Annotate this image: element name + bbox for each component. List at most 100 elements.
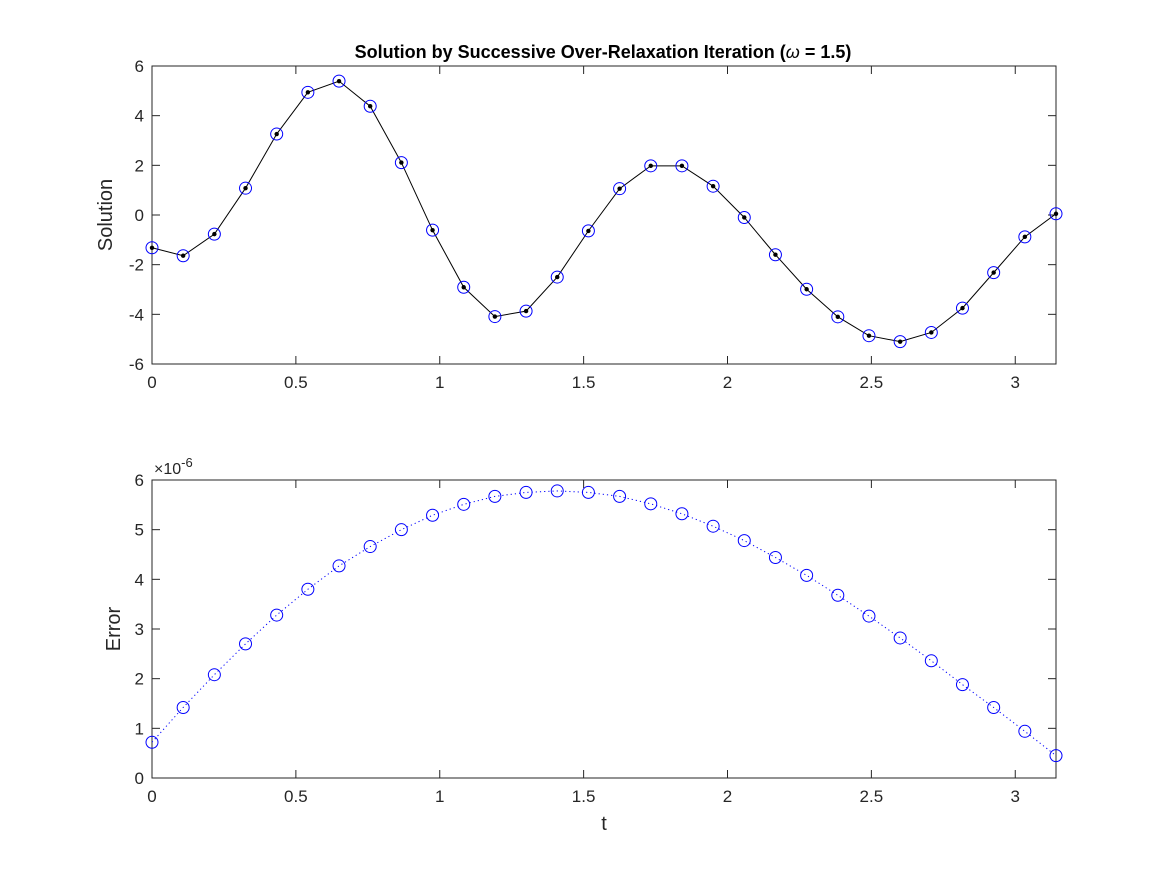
y-tick-label: 0 xyxy=(135,206,144,225)
y-tick-label: -4 xyxy=(129,305,144,324)
solution-circle-marker xyxy=(581,224,595,238)
error-circle-marker xyxy=(301,582,315,596)
solution-circle-marker xyxy=(426,223,440,237)
solution-circle-marker xyxy=(301,85,315,99)
solution-circle-marker xyxy=(519,304,533,318)
solution-line xyxy=(152,80,1056,343)
y-exponent-power: -6 xyxy=(181,455,193,470)
solution-circle-marker xyxy=(457,280,471,294)
y-tick-label: 6 xyxy=(135,471,144,490)
x-tick-label: 2.5 xyxy=(860,373,884,392)
plot-data xyxy=(152,80,1056,343)
solution-dot-marker xyxy=(773,252,778,257)
solution-dot-marker xyxy=(866,333,872,338)
x-tick-label: 0.5 xyxy=(284,373,308,392)
solution-circle-marker xyxy=(924,325,938,339)
error-circle-marker xyxy=(550,484,564,498)
error-circle-marker xyxy=(831,588,845,602)
solution-dot-marker xyxy=(555,274,560,280)
solution-dot-marker xyxy=(742,215,747,220)
x-tick-label: 2 xyxy=(723,787,732,806)
solution-dot-marker xyxy=(274,131,279,137)
solution-circle-marker xyxy=(239,181,253,195)
solution-dot-marker xyxy=(991,270,996,275)
error-circle-marker xyxy=(800,568,814,582)
y-exponent-base: ×10 xyxy=(154,461,181,478)
error-plot: 0 0.5 1 1.5 2 2.5 3 0 1 2 3 4 5 6 Error t ×10-6 xyxy=(103,455,1063,835)
y-tick-label: 2 xyxy=(135,670,144,689)
solution-dot-marker xyxy=(243,185,248,191)
chart-title-suffix: = 1.5) xyxy=(800,42,852,62)
y-tick-label: 0 xyxy=(135,769,144,788)
solution-circle-marker xyxy=(145,241,159,255)
error-circle-marker xyxy=(581,485,595,499)
solution-circle-marker xyxy=(675,159,689,173)
solution-circle-marker xyxy=(176,249,190,263)
error-circle-marker xyxy=(706,519,720,533)
y-tick-label: 4 xyxy=(135,570,144,589)
solution-dot-marker xyxy=(430,227,435,233)
solution-circle-marker xyxy=(831,310,845,324)
x-tick-label: 0.5 xyxy=(284,787,308,806)
solution-dot-marker xyxy=(492,314,498,319)
solution-circle-marker xyxy=(394,156,408,170)
y-tick-label: -6 xyxy=(129,355,144,374)
error-circle-marker xyxy=(862,609,876,623)
x-tick-label: 0 xyxy=(147,787,156,806)
solution-dot-marker xyxy=(368,104,373,109)
x-tick-label: 1 xyxy=(435,787,444,806)
x-tick-label: 0 xyxy=(147,373,156,392)
error-circle-marker xyxy=(768,550,782,564)
solution-circle-marker xyxy=(1049,207,1063,221)
chart-title: Solution by Successive Over-Relaxation I… xyxy=(355,42,852,62)
solution-circle-marker xyxy=(893,335,907,349)
solution-dot-marker xyxy=(461,285,466,290)
error-circle-marker xyxy=(488,489,502,503)
y-tick-label: 6 xyxy=(135,57,144,76)
solution-dot-marker xyxy=(523,308,529,314)
solution-circle-marker xyxy=(613,182,627,196)
error-circle-marker xyxy=(270,608,284,622)
error-circle-marker xyxy=(955,678,969,692)
error-circle-marker xyxy=(1049,749,1063,763)
solution-dot-marker xyxy=(804,287,809,292)
solution-circle-marker xyxy=(270,127,284,141)
solution-dot-marker xyxy=(679,163,685,169)
solution-circle-marker xyxy=(706,179,720,193)
solution-dot-marker xyxy=(648,163,653,169)
solution-dot-marker xyxy=(929,330,934,335)
solution-dot-marker xyxy=(149,245,155,250)
solution-dot-marker xyxy=(897,339,903,344)
error-circle-marker xyxy=(363,540,377,554)
solution-dot-marker xyxy=(212,231,217,237)
x-tick-label: 1 xyxy=(435,373,444,392)
error-circle-marker xyxy=(924,654,938,668)
x-tick-label: 1.5 xyxy=(572,373,596,392)
solution-circle-marker xyxy=(550,270,564,284)
solution-circle-marker xyxy=(862,329,876,343)
error-circle-marker xyxy=(675,507,689,521)
solution-circle-marker xyxy=(488,310,502,324)
x-axis-label: t xyxy=(601,813,607,835)
error-circle-marker xyxy=(893,631,907,645)
y-tick-label: 4 xyxy=(135,107,144,126)
error-circle-marker xyxy=(644,497,658,511)
error-circle-marker xyxy=(176,700,190,714)
solution-dot-marker xyxy=(336,78,342,84)
solution-dot-marker xyxy=(1022,234,1028,240)
solution-dot-marker xyxy=(305,90,311,95)
solution-dot-marker xyxy=(617,186,622,191)
y-axis-label: Solution xyxy=(95,179,117,251)
solution-circle-marker xyxy=(363,99,377,113)
solution-plot: 0 0.5 1 1.5 2 2.5 3 -6 -4 -2 0 2 4 6 Solution xyxy=(95,57,1063,392)
x-tick-label: 1.5 xyxy=(572,787,596,806)
solution-circle-marker xyxy=(737,210,751,224)
error-circle-marker xyxy=(239,637,253,651)
error-circle-marker xyxy=(737,534,751,548)
x-tick-label: 2.5 xyxy=(860,787,884,806)
error-circle-marker xyxy=(394,523,408,537)
solution-dot-marker xyxy=(180,253,186,258)
solution-dot-marker xyxy=(835,314,840,320)
x-tick-label: 3 xyxy=(1011,787,1020,806)
